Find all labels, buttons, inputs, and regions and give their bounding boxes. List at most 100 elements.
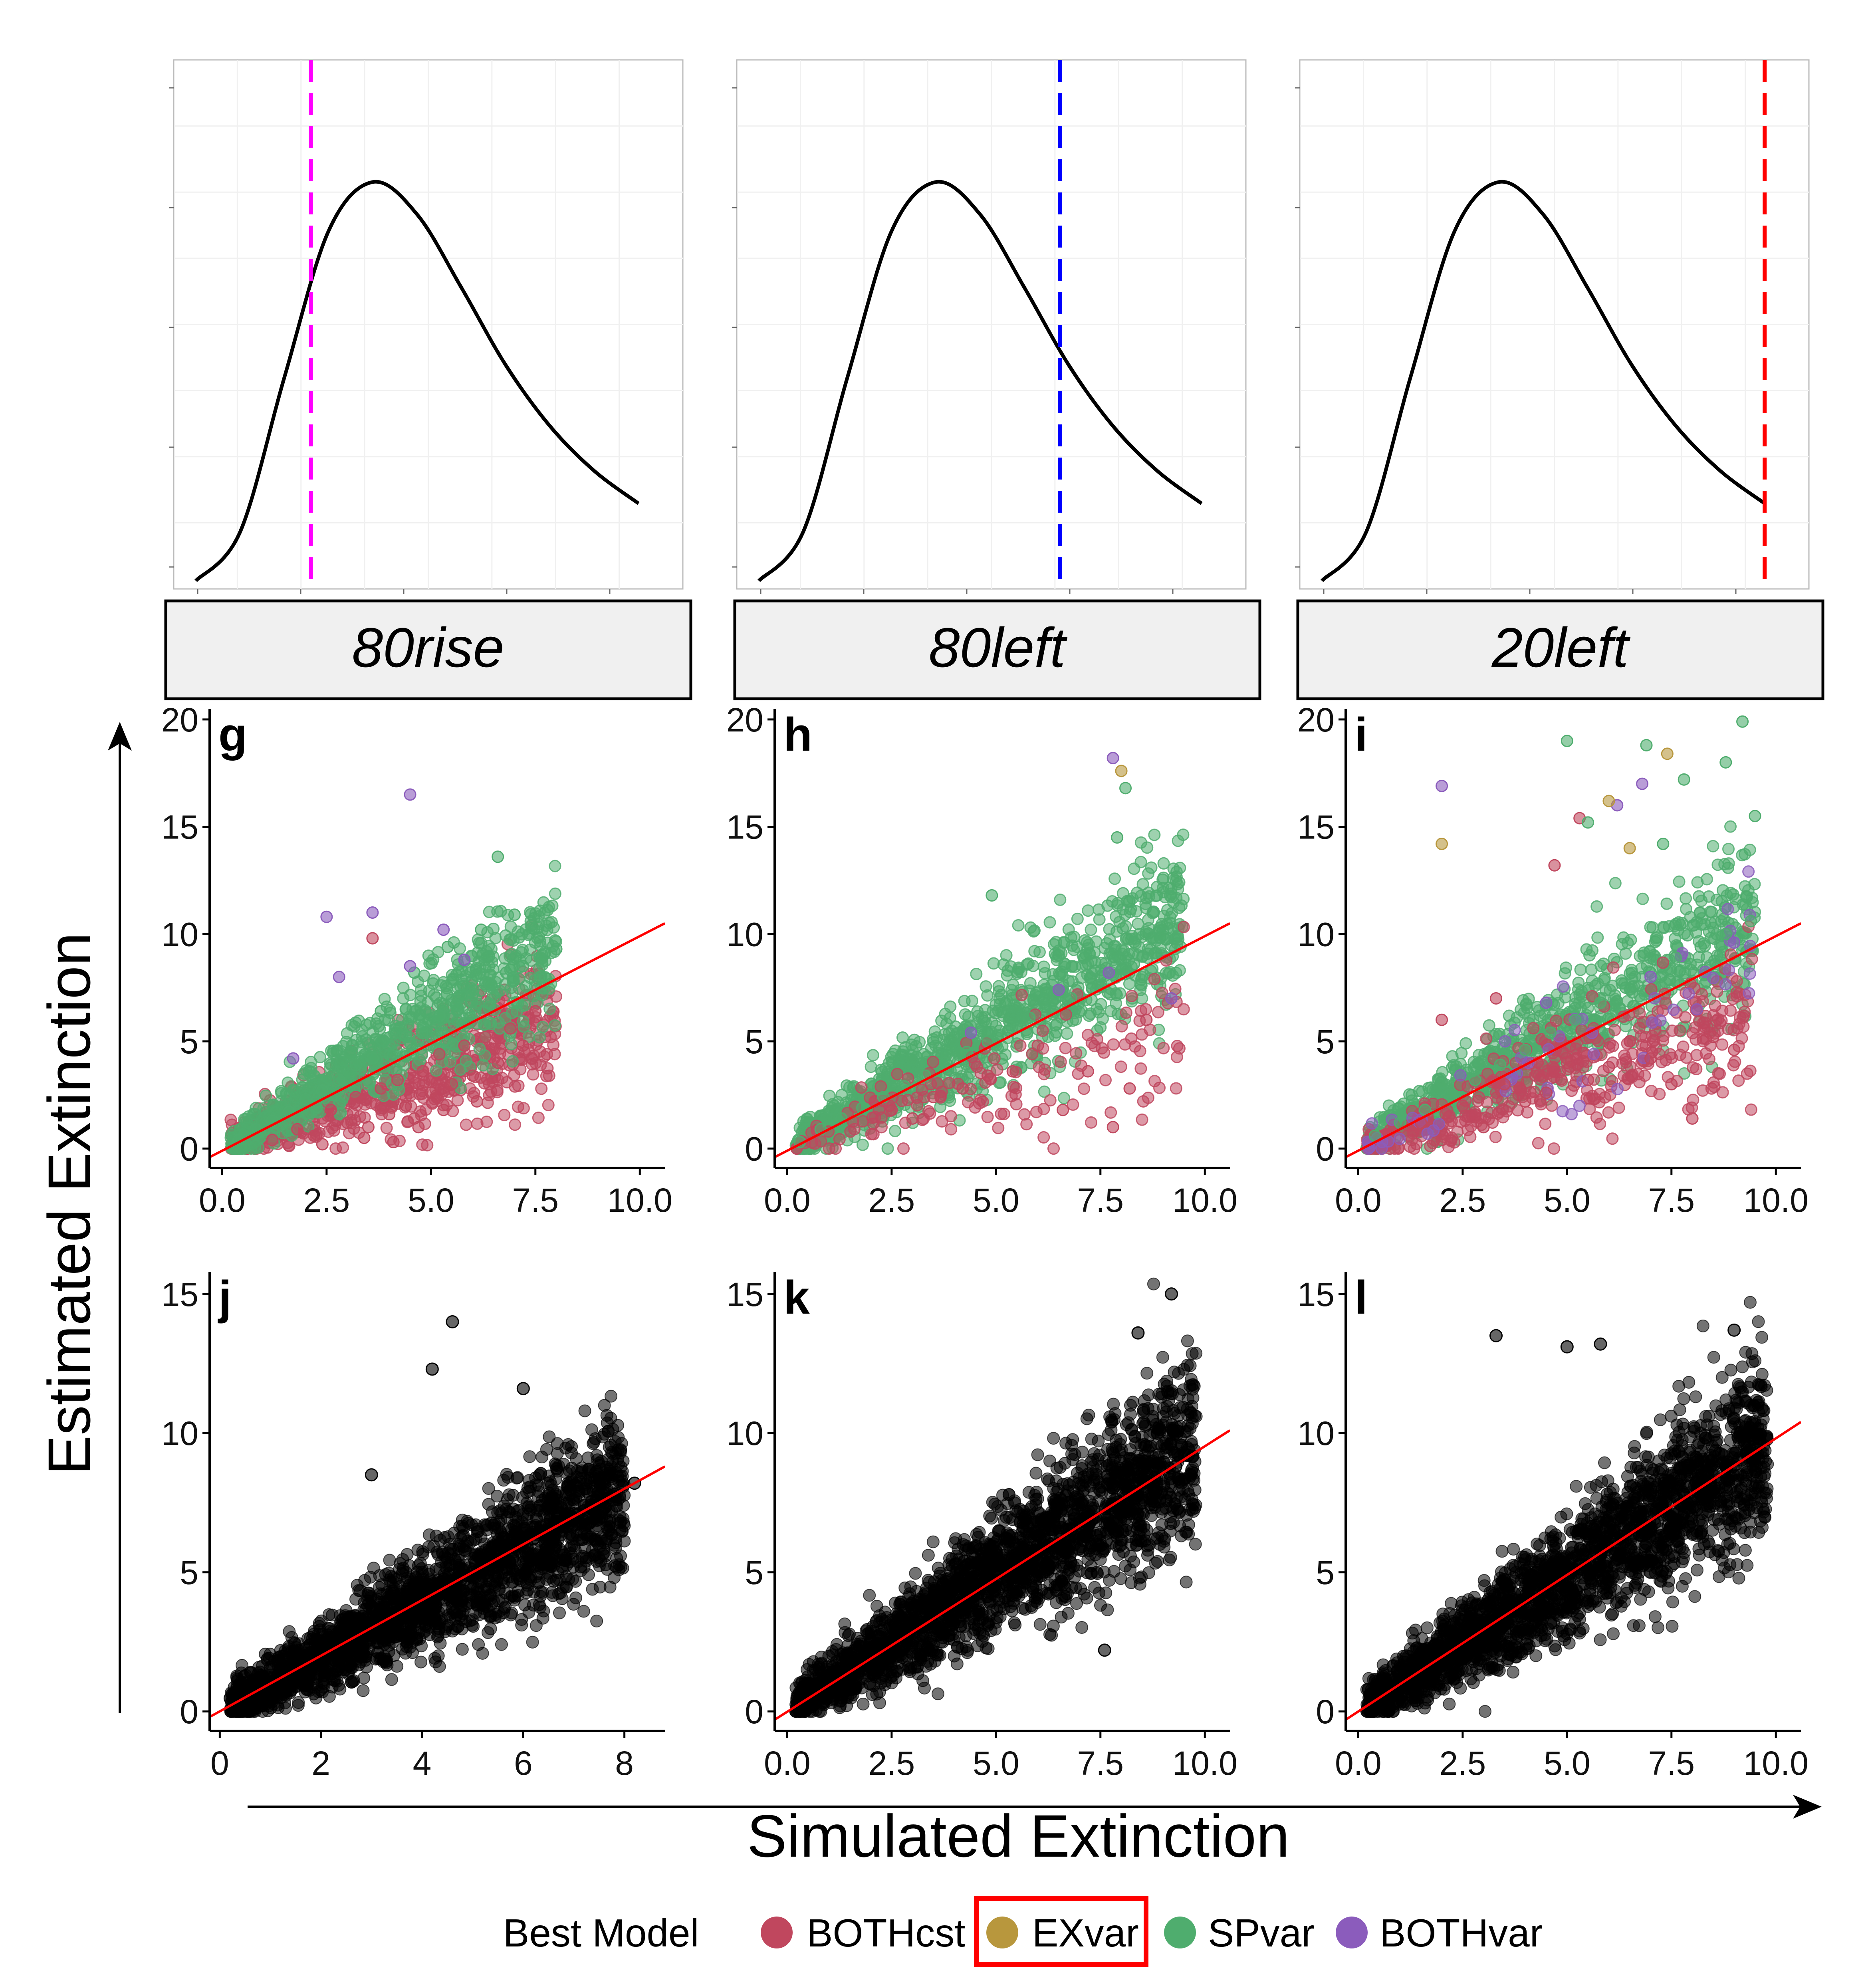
strip-20left: 20left [1296,599,1824,700]
data-point-bothcst [400,1099,412,1112]
data-point-bothcst [307,1129,320,1142]
data-point-bothvar [1743,987,1755,1000]
data-point-spvar [288,1084,301,1097]
data-point [482,1482,495,1495]
data-point-bothcst [1120,1006,1132,1019]
data-point-bothcst [470,1095,483,1108]
data-point-spvar [1172,834,1184,847]
data-point-bothvar [1107,752,1119,765]
data-point-spvar [1625,963,1638,976]
data-point-bothcst [974,1094,987,1106]
data-point-bothcst [1679,1011,1692,1024]
y-tick-label: 15 [726,809,763,846]
strip-box [164,599,692,700]
data-point-spvar [378,993,391,1005]
data-point-bothcst [527,1068,539,1081]
data-point-spvar [549,860,561,872]
data-point-spvar [1405,1089,1418,1102]
data-point-bothcst [1626,1070,1639,1083]
data-point-spvar [1583,949,1596,962]
data-point-spvar [327,1047,339,1060]
data-point-bothcst [1140,1013,1153,1026]
data-point-bothcst [988,1052,1001,1065]
data-point-exvar [1115,765,1128,777]
data-point-spvar [549,887,561,900]
data-point-spvar [536,1021,549,1033]
data-point-spvar [1581,1002,1594,1015]
data-point-bothcst [1115,1020,1128,1033]
data-point-spvar [1120,932,1133,945]
data-point-bothcst [917,1112,930,1125]
data-point-bothcst [906,1112,919,1125]
data-point-spvar [1475,1054,1487,1067]
data-point-bothcst [916,1083,928,1096]
data-point-spvar [1646,921,1659,934]
strip-box [733,599,1261,700]
data-point-bothcst [1015,989,1028,1001]
data-point-bothcst [359,1098,371,1111]
x-tick-label: 2.5 [868,1181,915,1219]
data-point-spvar [1716,884,1729,897]
data-point-bothcst [815,1135,827,1148]
x-tick-label: 10.0 [1172,1181,1237,1219]
data-point-spvar [1136,878,1149,891]
x-tick-label: 5.0 [973,1181,1019,1219]
data-point-spvar [475,924,488,936]
data-point [603,1580,617,1594]
density-curve [1321,180,1766,582]
data-point-spvar [935,1015,948,1027]
data-point-spvar [1711,858,1724,871]
data-point-bothcst [1006,1065,1019,1078]
data-point-spvar [1105,1005,1117,1017]
data-point-spvar [441,940,454,953]
data-point-spvar [1109,872,1121,885]
data-point-bothcst [1686,1112,1699,1125]
data-point-spvar [519,999,531,1011]
data-point-spvar [1103,933,1116,946]
data-point-bothvar [1646,1016,1658,1029]
data-point-spvar [1722,857,1735,870]
data-point-spvar [1110,910,1122,923]
data-point-spvar [547,921,560,934]
x-tick-label: 2.5 [303,1181,350,1219]
data-point-bothcst [1727,1059,1740,1072]
data-point-spvar [1591,931,1604,944]
data-point-spvar [1127,957,1140,970]
data-point-bothcst [529,1005,542,1018]
data-point-spvar [505,1038,518,1050]
data-point-bothcst [1081,1065,1094,1078]
data-point-bothcst [1085,1037,1098,1049]
data-point-bothcst [1490,992,1503,1005]
data-point-bothcst [433,1048,446,1060]
data-point-bothcst [1665,1078,1678,1090]
data-point-spvar [349,1058,362,1071]
data-point-spvar [414,1054,426,1066]
data-point-bothcst [1677,1041,1690,1053]
strip-80rise: 80rise [164,599,692,700]
panel-label: h [783,708,812,761]
data-point-bothcst [380,1122,393,1134]
data-point-spvar [249,1140,262,1152]
data-point-bothcst [1602,1060,1615,1073]
data-point-spvar [401,1017,414,1030]
data-point-spvar [367,1041,380,1053]
data-point-spvar [962,1010,975,1023]
data-point-bothcst [341,1116,354,1129]
data-point-bothvar [1743,967,1756,980]
data-point-bothvar [1565,1108,1578,1120]
data-point-bothcst [1547,1142,1560,1155]
data-point-spvar [1104,988,1116,1001]
data-point-bothcst [481,1096,494,1109]
data-point [578,1404,591,1417]
data-point-bothcst [1690,1063,1703,1076]
data-point-bothcst [1057,1104,1069,1116]
data-point-spvar [1119,920,1132,933]
y-tick-label: 0 [180,1130,198,1168]
data-point-bothcst [1727,1024,1740,1037]
density-curve [758,180,1203,582]
data-point-spvar [1678,967,1691,979]
data-point-spvar [1736,715,1749,728]
data-point-bothcst [1044,1094,1057,1107]
data-point-bothcst [329,1142,342,1155]
data-point-bothcst [1152,1006,1164,1019]
